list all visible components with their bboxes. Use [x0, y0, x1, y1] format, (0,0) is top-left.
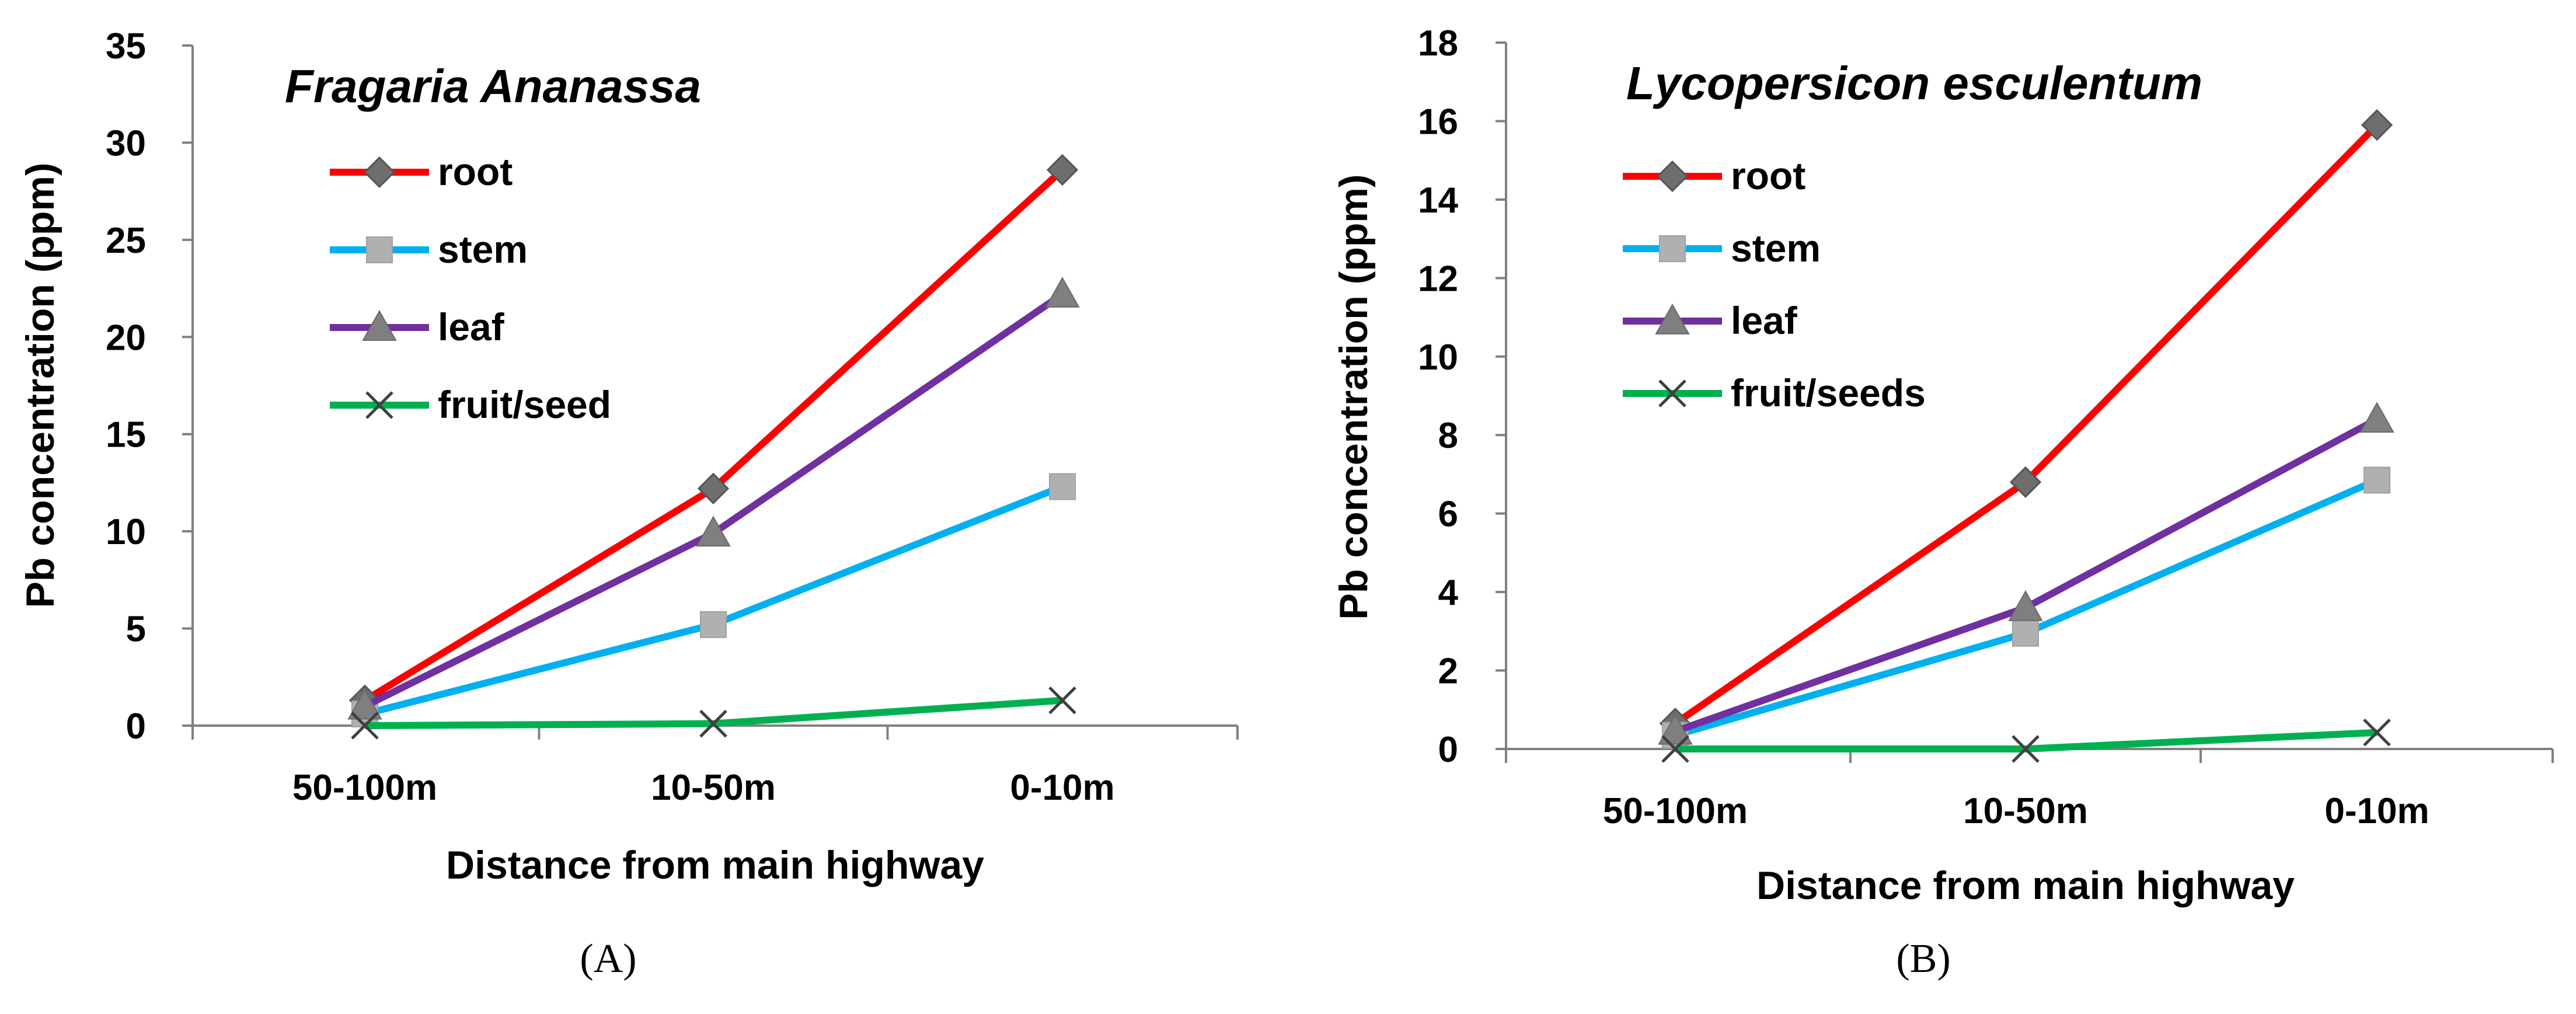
x-tick-label: 50-100m [292, 768, 437, 808]
y-tick-label: 0 [1438, 730, 1458, 770]
data-point [1045, 277, 1080, 308]
y-tick-label: 15 [106, 415, 146, 455]
legend-label: fruit/seeds [1731, 371, 1926, 414]
x-tick-label: 50-100m [1603, 791, 1748, 831]
legend-item: root [330, 150, 513, 193]
legend-item: leaf [330, 305, 505, 349]
series-root [1659, 109, 2393, 740]
legend-marker [362, 309, 397, 341]
y-tick-label: 16 [1418, 102, 1458, 142]
x-tick-label: 10-50m [651, 768, 776, 808]
legend-label: leaf [1731, 299, 1798, 342]
legend-marker [1659, 235, 1686, 262]
data-point [2012, 619, 2039, 647]
data-point [696, 515, 731, 547]
y-tick-label: 14 [1418, 180, 1458, 221]
y-tick-label: 4 [1438, 573, 1459, 613]
data-point [700, 611, 727, 638]
y-tick-label: 6 [1438, 494, 1458, 535]
chart-title: Lycopersicon esculentum [1626, 57, 2202, 109]
legend-label: root [438, 150, 513, 193]
y-tick-label: 2 [1438, 651, 1458, 692]
legend-marker [1658, 379, 1686, 407]
legend-item: fruit/seed [330, 383, 611, 426]
x-tick-label: 0-10m [1010, 768, 1114, 808]
data-point [2363, 718, 2391, 747]
data-point [1658, 713, 1693, 745]
legend-marker [1656, 160, 1689, 193]
panel-label: (A) [580, 936, 636, 981]
data-point [1048, 686, 1076, 715]
series-leaf [1658, 402, 2394, 745]
data-point [697, 472, 730, 505]
y-tick-label: 35 [106, 26, 146, 67]
data-point [347, 688, 382, 720]
series-fruit-seeds [1661, 718, 2391, 763]
series-stem [351, 473, 1076, 728]
chart-title: Fragaria Ananassa [285, 60, 701, 112]
legend: root stem leaf fruit/seed [330, 150, 611, 426]
y-tick-label: 10 [106, 512, 146, 552]
legend-item: root [1623, 154, 1805, 197]
legend-marker [1655, 303, 1690, 334]
y-tick-label: 0 [126, 706, 146, 747]
panel-label: (B) [1896, 936, 1950, 981]
y-tick-label: 12 [1418, 259, 1458, 299]
legend-label: leaf [438, 305, 505, 349]
y-axis-title: Pb concentration (ppm) [18, 162, 62, 608]
x-axis-title: Distance from main highway [1756, 863, 2295, 908]
data-point [1049, 473, 1076, 500]
y-tick-label: 20 [106, 318, 146, 358]
series-line [1674, 416, 2379, 735]
legend-label: root [1731, 154, 1805, 197]
y-tick-label: 18 [1418, 23, 1458, 64]
series-fruit-seed [351, 686, 1076, 740]
y-tick-label: 8 [1438, 416, 1458, 456]
data-point [2364, 466, 2390, 494]
y-tick-label: 25 [106, 221, 146, 261]
legend-item: stem [330, 228, 528, 271]
chart-panel-b: 0 2 4 6 8 10 12 14 16 18 50-100m 10-50m 0-10m Distanc… [1331, 23, 2554, 981]
data-point [2009, 466, 2042, 499]
data-point [2012, 735, 2040, 763]
legend-item: leaf [1623, 299, 1798, 342]
data-point [351, 712, 379, 740]
data-point [699, 709, 727, 738]
data-point [2008, 590, 2043, 621]
series-leaf [347, 277, 1080, 720]
legend-marker [366, 236, 393, 263]
legend-item: fruit/seeds [1623, 371, 1926, 414]
legend-marker [363, 156, 396, 189]
legend-label: stem [1731, 227, 1821, 270]
legend-item: stem [1623, 227, 1821, 270]
data-point [2361, 109, 2393, 141]
legend-marker [365, 391, 393, 419]
data-point [1046, 154, 1079, 186]
x-tick-label: 10-50m [1963, 791, 2088, 831]
y-axis-title: Pb concentration (ppm) [1331, 174, 1376, 619]
legend-label: stem [438, 228, 528, 271]
legend-label: fruit/seed [438, 383, 611, 426]
y-tick-label: 10 [1418, 337, 1458, 378]
x-axis-title: Distance from main highway [446, 843, 984, 887]
y-tick-label: 30 [106, 123, 146, 163]
chart-panel-a: 0 5 10 15 20 25 30 35 50-100m 10-50m 0-10m Distance… [18, 26, 1239, 981]
data-point [2359, 402, 2394, 433]
x-tick-label: 0-10m [2324, 791, 2429, 831]
y-tick-label: 5 [126, 609, 146, 650]
legend: root stem leaf fruit/seeds [1623, 154, 1926, 414]
data-point [1661, 735, 1689, 763]
